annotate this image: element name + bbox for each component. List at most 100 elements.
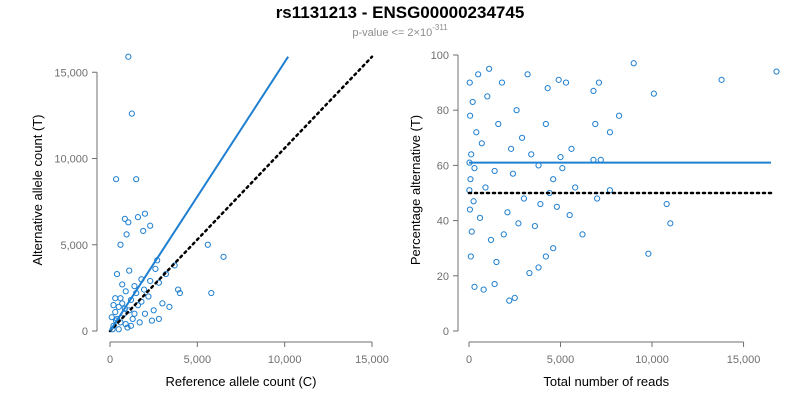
y-tick-label: 80: [437, 105, 449, 117]
data-point: [480, 286, 487, 293]
data-point: [491, 280, 498, 288]
x-tick-label: 0: [466, 354, 472, 366]
data-point: [468, 228, 475, 235]
y-tick-label: 0: [443, 326, 449, 338]
chart-subtitle: p-value <= 2×10-311: [0, 23, 800, 39]
data-point: [507, 145, 515, 152]
data-point: [122, 288, 129, 295]
x-tick-label: 15,000: [727, 354, 761, 366]
data-point: [509, 170, 517, 177]
data-point: [482, 184, 489, 191]
data-point: [471, 165, 478, 172]
data-point: [531, 223, 538, 230]
y-tick-label: 15,000: [54, 67, 88, 79]
data-point: [150, 307, 157, 314]
data-point: [112, 295, 119, 302]
data-point: [562, 79, 570, 86]
data-point: [537, 200, 544, 208]
data-point: [468, 151, 475, 158]
data-point: [773, 68, 780, 75]
data-point: [484, 93, 491, 100]
data-point: [121, 215, 128, 222]
data-point: [145, 293, 152, 300]
data-point: [535, 264, 542, 271]
data-point: [176, 289, 183, 297]
data-point: [117, 241, 124, 248]
data-point: [511, 294, 518, 301]
reference-line: [108, 55, 374, 333]
y-axis-label: Percentage alternative (T): [408, 115, 423, 265]
x-tick-label: 0: [107, 354, 113, 366]
data-point: [466, 112, 474, 119]
data-point: [125, 53, 132, 60]
data-point: [663, 200, 670, 208]
data-point: [122, 321, 129, 328]
data-point: [520, 195, 528, 202]
data-point: [204, 241, 211, 248]
data-point: [125, 219, 132, 226]
data-point: [134, 214, 142, 221]
data-point: [478, 140, 485, 147]
x-tick-label: 5,000: [547, 354, 575, 366]
y-tick-label: 60: [437, 160, 449, 172]
data-point: [568, 145, 575, 152]
data-point: [595, 79, 603, 86]
data-point: [108, 314, 115, 321]
data-point: [572, 184, 579, 191]
data-point: [630, 60, 637, 67]
data-point: [113, 176, 120, 183]
data-point: [513, 107, 520, 114]
data-point: [542, 120, 549, 128]
data-point: [175, 286, 182, 293]
data-point: [555, 76, 562, 83]
data-point: [136, 319, 143, 326]
data-point: [550, 176, 557, 183]
data-point: [113, 270, 121, 278]
data-point: [121, 305, 128, 312]
data-point: [129, 315, 136, 323]
allele-count-scatter-panel: 0 5,000 10,000 15,000 0 5,000 10,000 15,000 Refe…: [30, 53, 389, 389]
data-point: [528, 151, 535, 158]
data-point: [475, 71, 482, 78]
data-point: [140, 227, 147, 235]
data-point: [471, 283, 478, 290]
x-axis-label: Reference allele count (C): [165, 374, 316, 389]
data-point: [141, 210, 149, 217]
data-point: [500, 231, 507, 238]
y-tick-label: 0: [82, 326, 88, 338]
data-point: [553, 203, 560, 210]
data-point: [590, 87, 597, 94]
data-point: [466, 206, 474, 213]
data-point: [524, 71, 531, 78]
data-point: [487, 236, 495, 244]
data-point: [112, 308, 119, 316]
y-axis-label: Alternative allele count (T): [30, 114, 45, 265]
data-point: [495, 120, 502, 128]
data-point: [115, 303, 122, 310]
data-point: [615, 112, 623, 119]
data-point: [518, 134, 526, 141]
data-point: [544, 85, 551, 92]
data-point: [498, 79, 506, 86]
data-point: [515, 220, 522, 227]
data-point: [467, 253, 474, 260]
data-point: [128, 110, 135, 117]
percentage-alternative-scatter-panel: 0 20 40 60 80 100 0 5,000 10,000 15,000 Total numb…: [408, 50, 780, 389]
data-point: [473, 129, 480, 136]
pvalue-text: p-value <= 2×10: [352, 27, 433, 39]
data-point: [579, 231, 586, 238]
data-point: [667, 220, 674, 227]
data-point: [147, 277, 154, 285]
x-tick-label: 10,000: [268, 354, 302, 366]
data-point: [152, 265, 159, 272]
x-tick-label: 15,000: [355, 354, 389, 366]
data-point: [470, 198, 477, 205]
data-point: [566, 211, 573, 219]
y-tick-label: 20: [437, 271, 449, 283]
data-point: [542, 253, 549, 260]
data-point: [493, 258, 500, 266]
y-tick-label: 10,000: [54, 154, 88, 166]
data-point: [526, 269, 533, 277]
data-point: [559, 165, 566, 172]
data-point: [504, 209, 511, 216]
